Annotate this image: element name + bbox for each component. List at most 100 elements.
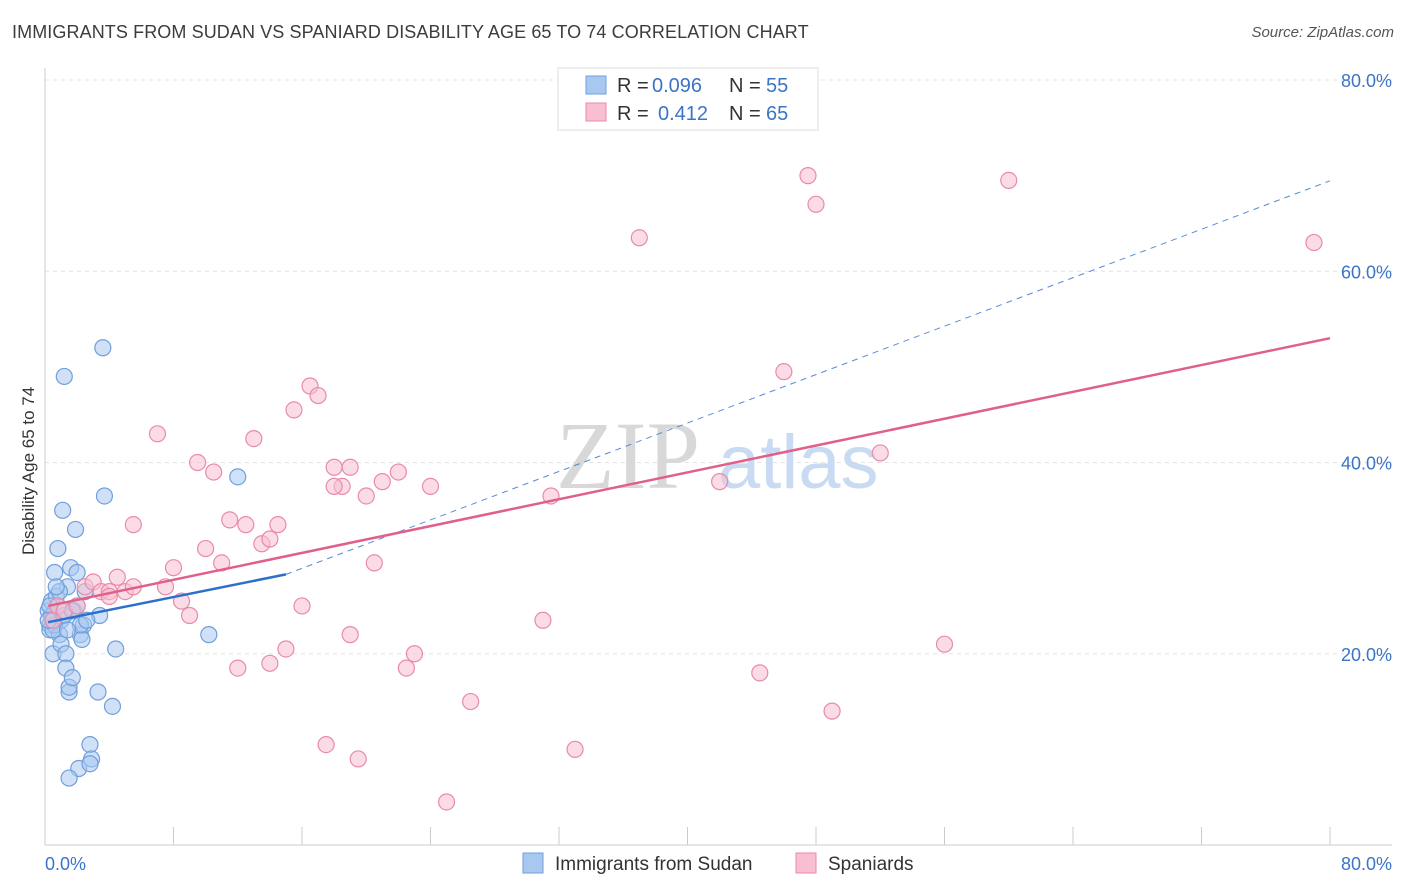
watermark: ZIP atlas (556, 402, 879, 509)
spaniards-point (397, 659, 416, 677)
sudan-point (54, 501, 72, 519)
watermark-atlas: atlas (718, 420, 879, 505)
spaniards-point (566, 740, 584, 758)
spaniards-point (205, 463, 223, 481)
spaniards-point (164, 559, 183, 577)
spaniards-point (871, 444, 889, 462)
sudan-point (94, 339, 112, 357)
bottom-legend-label-spaniards: Spaniards (828, 854, 914, 875)
spaniards-point (188, 453, 207, 472)
spaniards-point (148, 425, 167, 443)
trend-lines (47, 180, 1331, 624)
sudan-point (73, 630, 91, 649)
sudan-point (55, 367, 73, 386)
spaniards-point (373, 473, 391, 491)
tick-labels: 20.0% 40.0% 60.0% 80.0% 0.0% 80.0% (45, 71, 1392, 874)
spaniards-point (309, 386, 327, 405)
sudan-point (63, 669, 81, 687)
y-tick-label: 60.0% (1341, 262, 1392, 282)
legend-n-label: N = (729, 75, 761, 97)
y-tick-label: 40.0% (1341, 454, 1392, 474)
sudan-point (229, 468, 247, 486)
axes (44, 68, 1392, 846)
spaniards-point (293, 597, 311, 615)
bottom-legend-swatch-sudan (522, 852, 544, 874)
spaniards-point (389, 463, 407, 481)
spaniards-point (437, 793, 456, 811)
spaniards-point (229, 659, 247, 677)
y-tick-label: 80.0% (1341, 71, 1392, 91)
sudan-point (60, 769, 78, 787)
spaniards-point (365, 554, 383, 572)
sudan-point (46, 563, 64, 582)
spaniards-point (261, 530, 279, 548)
spaniards-point (405, 645, 424, 663)
spaniards-point (341, 626, 359, 644)
spaniards-point (277, 640, 295, 658)
spaniards-point (325, 458, 343, 476)
spaniards-point (269, 516, 287, 534)
sudan-point (95, 487, 114, 505)
legend-r-label: R = (617, 103, 649, 125)
sudan-point (81, 755, 99, 773)
spaniards-point (197, 539, 215, 558)
sudan-point (49, 539, 67, 558)
watermark-zip: ZIP (556, 402, 700, 509)
bottom-legend-swatch-spaniards (795, 852, 817, 874)
spaniards-point (180, 606, 199, 625)
spaniards-point (807, 195, 825, 213)
legend-n-value: 65 (766, 103, 788, 125)
spaniards-point (799, 167, 817, 185)
spaniards-point (285, 401, 303, 419)
spaniards-point (325, 477, 343, 496)
chart-title: IMMIGRANTS FROM SUDAN VS SPANIARD DISABI… (12, 22, 809, 42)
sudan-point (57, 645, 75, 663)
legend-r-value: 0.096 (652, 75, 702, 97)
legend-r-label: R = (617, 75, 649, 97)
spaniards-point (630, 229, 648, 247)
source-label: Source: ZipAtlas.com (1251, 24, 1394, 41)
spaniards-point (1000, 171, 1018, 190)
sudan-trend-line (47, 573, 287, 624)
y-tick-label: 20.0% (1341, 645, 1392, 665)
spaniards-point (711, 473, 729, 491)
y-axis-title: Disability Age 65 to 74 (19, 387, 38, 555)
sudan-point (68, 563, 86, 582)
sudan-point (58, 621, 77, 639)
spaniards-point (1305, 233, 1323, 252)
legend-n-value: 55 (766, 75, 788, 97)
x-tick-label: 80.0% (1341, 854, 1392, 874)
spaniards-point (108, 568, 126, 586)
legend-n-label: N = (729, 103, 761, 125)
legend-box: R = 0.096 N = 55 R = 0.412 N = 65 (557, 67, 819, 131)
spaniards-point (221, 511, 239, 529)
bottom-legend: Immigrants from Sudan Spaniards (522, 852, 914, 875)
sudan-point (81, 735, 99, 754)
spaniards-point (935, 635, 954, 653)
sudan-trend-extension (285, 180, 1331, 575)
spaniards-trend-line (47, 336, 1331, 608)
grid-lines (45, 79, 1392, 655)
spaniards-point (823, 702, 841, 720)
spaniards-point (462, 692, 480, 711)
legend-r-value: 0.412 (658, 103, 708, 125)
spaniards-point (421, 477, 440, 496)
sudan-point (66, 520, 85, 539)
spaniards-point (341, 458, 359, 476)
x-tick-label: 0.0% (45, 854, 86, 874)
spaniards-point (534, 611, 552, 629)
spaniards-point (775, 363, 793, 381)
sudan-point (200, 626, 218, 644)
legend-swatch-sudan (585, 75, 607, 95)
spaniards-point (349, 750, 367, 768)
sudan-point (89, 683, 107, 701)
sudan-point (107, 640, 125, 658)
sudan-point (103, 697, 122, 715)
spaniards-point (357, 487, 375, 505)
spaniards-point (751, 664, 769, 682)
spaniards-point (124, 516, 142, 534)
spaniards-point (261, 654, 279, 672)
spaniards-point (245, 429, 263, 448)
spaniards-point (317, 735, 335, 754)
